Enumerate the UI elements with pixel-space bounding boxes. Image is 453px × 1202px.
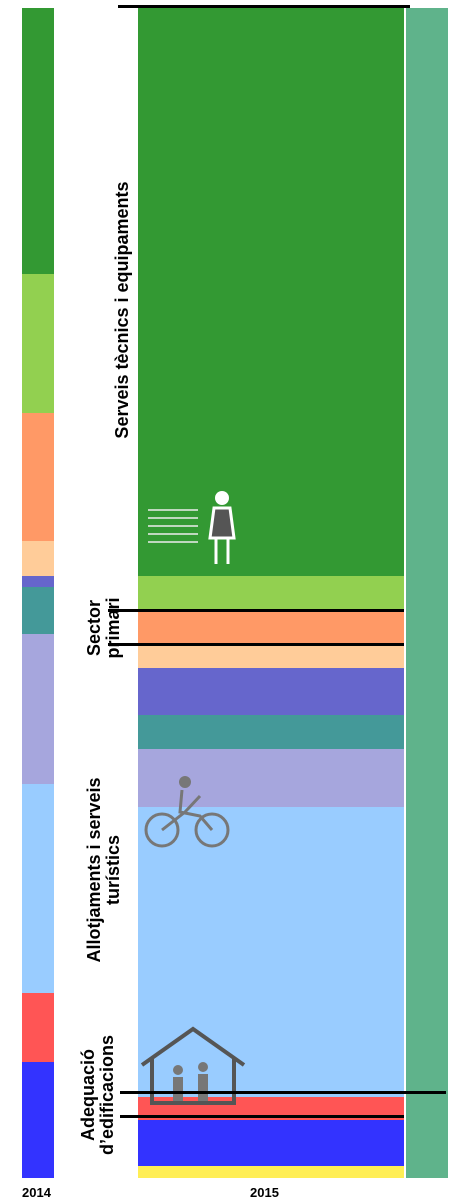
x-tick-label: 2015 <box>250 1185 279 1200</box>
bar-segment <box>138 668 404 715</box>
bar-segment <box>138 575 404 611</box>
bar-segment <box>138 610 404 646</box>
bar-segment <box>22 575 54 588</box>
separator <box>120 1115 404 1118</box>
separator <box>120 1091 446 1094</box>
bar-segment <box>138 8 404 576</box>
house-icon <box>140 1026 246 1105</box>
percent-column <box>406 8 448 1178</box>
group-label: Sector primari <box>84 597 123 659</box>
separator <box>118 5 410 8</box>
group-label: Serveis tècnics i equipaments <box>111 181 132 439</box>
group-label: Allotjaments i serveis turístics <box>84 777 123 963</box>
separator <box>108 609 404 612</box>
bar-segment <box>22 633 54 785</box>
bar-segment <box>22 587 54 634</box>
bar-segment <box>138 714 404 750</box>
percent-separator <box>406 1177 448 1179</box>
bar-segment <box>138 807 404 1097</box>
x-tick-label: 2014 <box>22 1185 51 1200</box>
separator <box>108 643 404 646</box>
bar-segment <box>22 274 54 414</box>
bar-segment <box>22 1062 54 1178</box>
bar-segment <box>22 992 54 1063</box>
bar-segment <box>138 1120 404 1167</box>
bar-segment <box>138 1166 404 1178</box>
bar-segment <box>22 413 54 541</box>
bar-segment <box>138 645 404 669</box>
bar-segment <box>22 540 54 576</box>
person-icon <box>208 491 236 564</box>
cyclist-icon <box>144 776 230 848</box>
bar-segment <box>22 8 54 275</box>
bar-segment <box>22 784 54 993</box>
group-label: Adequació d’edificacions <box>78 1034 117 1156</box>
person-icon <box>148 509 198 543</box>
